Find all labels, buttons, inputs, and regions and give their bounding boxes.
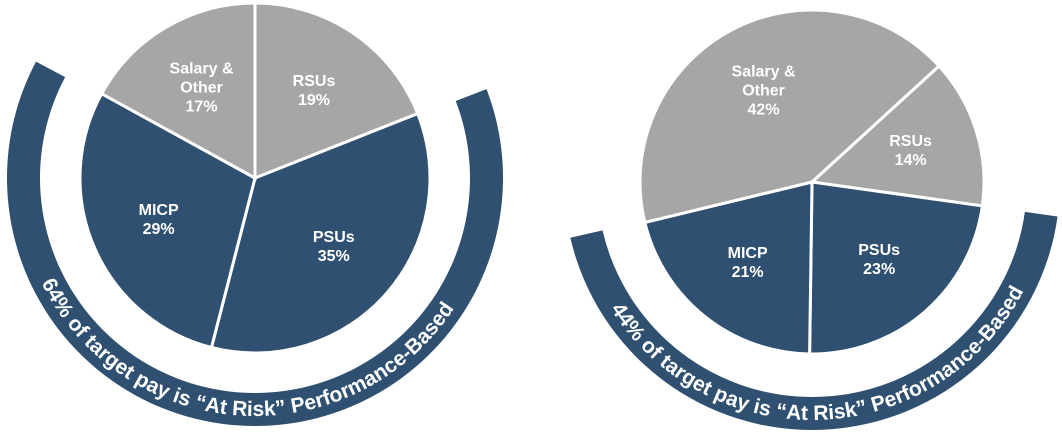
category-label: MICP [138, 201, 179, 219]
slice-label: PSUs 23% [839, 241, 919, 279]
category-label: RSUs [292, 73, 336, 91]
value-label: 21% [731, 263, 764, 281]
slice-label: PSUs 35% [294, 228, 374, 266]
slice-label: MICP 29% [119, 201, 199, 239]
slice-label: RSUs 14% [871, 132, 951, 170]
pie-slice [209, 111, 432, 355]
pie-slice [808, 63, 986, 208]
pie-slice [253, 1, 420, 181]
slice-label: Salary & Other 17% [162, 59, 242, 116]
value-label: 14% [894, 152, 927, 170]
pie-slice [99, 1, 257, 181]
value-label: 42% [747, 101, 780, 119]
category-label: Salary & Other [731, 63, 796, 100]
slice-label: MICP 21% [708, 244, 788, 282]
category-label: Salary & Other [169, 60, 234, 97]
category-label: PSUs [858, 242, 901, 260]
slice-label: RSUs 19% [274, 72, 354, 110]
pie-slice [638, 8, 942, 225]
category-label: RSUs [889, 133, 932, 151]
value-label: 29% [142, 220, 175, 238]
risk-band [570, 211, 1058, 430]
pie-slice [808, 180, 985, 356]
value-label: 35% [317, 248, 350, 266]
category-label: MICP [727, 244, 768, 262]
value-label: 19% [298, 92, 331, 110]
pie-slice [643, 180, 814, 356]
slice-label: Salary & Other 42% [724, 62, 804, 119]
value-label: 23% [863, 261, 896, 279]
pie-slice [78, 91, 257, 350]
value-label: 17% [185, 98, 218, 116]
category-label: PSUs [312, 229, 355, 247]
